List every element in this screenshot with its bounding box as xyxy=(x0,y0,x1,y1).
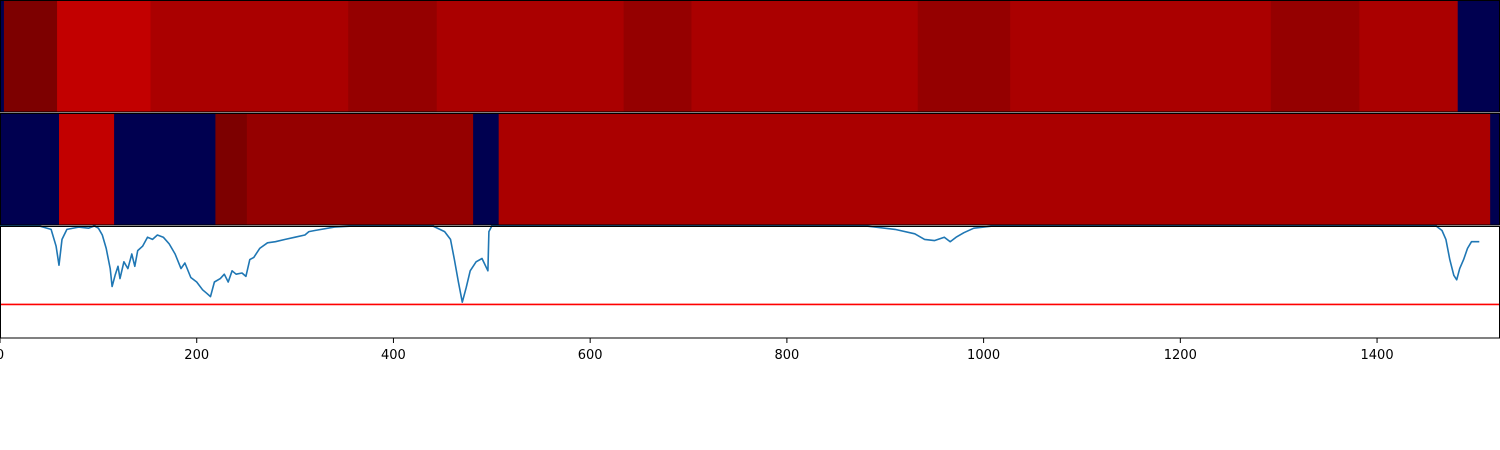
series-line xyxy=(0,225,1480,304)
heatmap-cell xyxy=(0,113,60,225)
heatmap-cell xyxy=(114,113,216,225)
x-tick-label: 200 xyxy=(184,348,209,363)
line-plot-panel xyxy=(0,225,1500,338)
x-tick-label: 0 xyxy=(0,348,4,363)
heatmap-cell xyxy=(150,0,349,112)
heatmap-cell xyxy=(1270,0,1360,112)
heatmap-cell xyxy=(623,0,692,112)
heatmap-strip-bottom xyxy=(0,113,1500,225)
heatmap-cell xyxy=(498,113,1491,225)
x-tick-label: 400 xyxy=(381,348,406,363)
x-tick-label: 800 xyxy=(774,348,799,363)
heatmap-cell xyxy=(917,0,1011,112)
line-plot-background xyxy=(0,226,1500,338)
x-tick-label: 1400 xyxy=(1361,348,1394,363)
heatmap-cell xyxy=(246,113,474,225)
heatmap-cell xyxy=(436,0,625,112)
heatmap-cell xyxy=(1490,113,1500,225)
heatmap-cell xyxy=(215,113,248,225)
heatmap-cell xyxy=(691,0,919,112)
x-tick-label: 1000 xyxy=(967,348,1000,363)
heatmap-cell xyxy=(473,113,500,225)
heatmap-cell xyxy=(1359,0,1459,112)
heatmap-cell xyxy=(3,0,58,112)
x-tick-label: 1200 xyxy=(1164,348,1197,363)
heatmap-strip-top xyxy=(0,0,1500,112)
x-axis: 0 200 400 600 800 1000 1200 1400 xyxy=(0,338,1394,363)
heatmap-cell xyxy=(57,0,151,112)
x-tick-label: 600 xyxy=(578,348,603,363)
heatmap-cell xyxy=(1010,0,1272,112)
heatmap-cell xyxy=(0,0,5,112)
heatmap-cell xyxy=(348,0,438,112)
heatmap-cell xyxy=(59,113,115,225)
heatmap-cell xyxy=(1457,0,1500,112)
